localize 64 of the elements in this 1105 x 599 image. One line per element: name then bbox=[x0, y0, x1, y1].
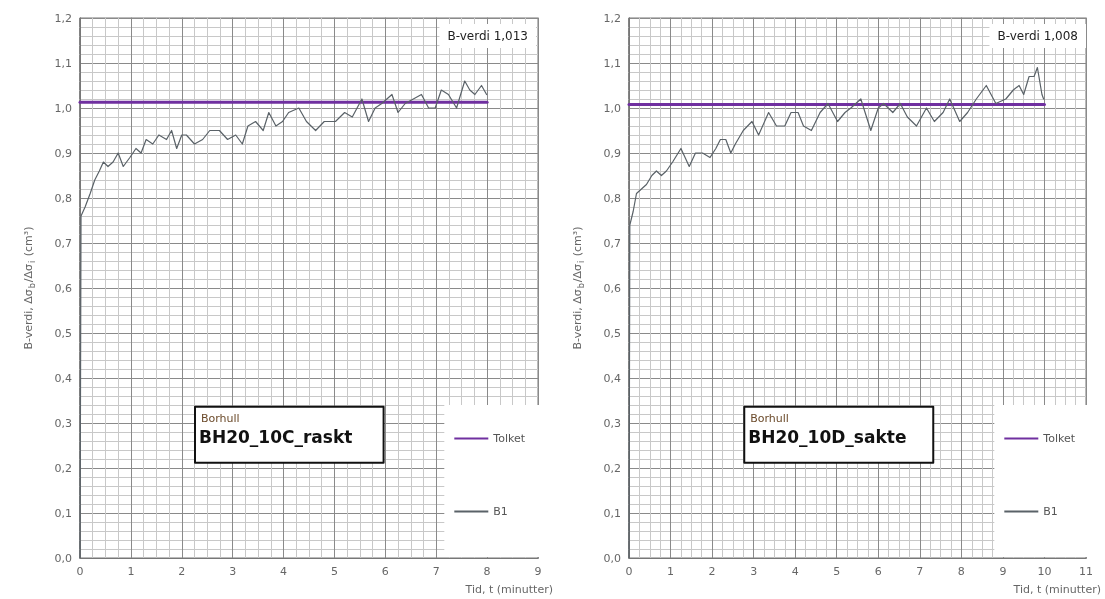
y-tick-label: 0,6 bbox=[54, 281, 72, 295]
y-tick-label: 0,1 bbox=[603, 506, 621, 520]
annotation: Borhull bbox=[750, 411, 789, 425]
x-tick-label: 3 bbox=[750, 565, 758, 578]
y-tick-label: 0,5 bbox=[603, 326, 621, 340]
x-tick-label: 2 bbox=[178, 565, 186, 578]
x-tick-label: 0 bbox=[76, 565, 84, 578]
y-tick-label: 0,0 bbox=[54, 551, 72, 565]
y-tick-label: 0,2 bbox=[54, 461, 72, 475]
x-tick-label: 9 bbox=[999, 565, 1007, 578]
x-tick-label: 2 bbox=[708, 565, 716, 578]
x-tick-label: 7 bbox=[432, 565, 440, 578]
y-tick-label: 1,0 bbox=[603, 101, 621, 115]
x-axis-title: Tid, t (minutter) bbox=[464, 583, 553, 596]
x-tick-label: 5 bbox=[833, 565, 841, 578]
x-tick-label: 1 bbox=[127, 565, 135, 578]
y-tick-label: 0,8 bbox=[54, 191, 72, 205]
x-tick-label: 5 bbox=[330, 565, 338, 578]
y-tick-label: 0,3 bbox=[603, 416, 621, 430]
y-tick-label: 0,8 bbox=[603, 191, 621, 205]
line-series bbox=[79, 80, 488, 559]
y-axis-title: B-verdi, Δσb/Δσi (cm³) bbox=[570, 226, 586, 350]
y-tick-label: 0,9 bbox=[54, 146, 72, 160]
y-tick-label: 0,7 bbox=[54, 236, 72, 250]
x-tick-label: 10 bbox=[1037, 565, 1052, 578]
x-tick-label: 3 bbox=[229, 565, 237, 578]
y-tick-label: 1,2 bbox=[603, 11, 621, 25]
x-tick-label: 11 bbox=[1079, 565, 1093, 578]
legend-label: Tolket bbox=[1042, 432, 1076, 445]
y-tick-label: 1,0 bbox=[54, 101, 72, 115]
y-tick-label: 0,0 bbox=[603, 551, 621, 565]
y-tick-label: 1,2 bbox=[54, 11, 72, 25]
y-tick-label: 0,7 bbox=[603, 236, 621, 250]
x-tick-label: 9 bbox=[534, 565, 542, 578]
x-tick-label: 6 bbox=[381, 565, 389, 578]
annotation: B-verdi 1,013 bbox=[447, 29, 529, 43]
legend-label: Tolket bbox=[492, 432, 526, 445]
annotation: BH20_10D_sakte bbox=[748, 427, 907, 448]
x-tick-label: 7 bbox=[916, 565, 924, 578]
legend-label: B1 bbox=[493, 505, 508, 518]
y-tick-label: 0,4 bbox=[603, 371, 621, 385]
x-tick-label: 8 bbox=[483, 565, 491, 578]
y-tick-label: 0,5 bbox=[54, 326, 72, 340]
annotation: BH20_10C_raskt bbox=[199, 427, 353, 448]
x-tick-label: 8 bbox=[957, 565, 965, 578]
x-tick-label: 0 bbox=[625, 565, 633, 578]
y-axis-title: B-verdi, Δσb/Δσi (cm³) bbox=[21, 226, 37, 350]
y-tick-label: 0,9 bbox=[603, 146, 621, 160]
x-tick-label: 4 bbox=[280, 565, 288, 578]
y-tick-label: 0,2 bbox=[603, 461, 621, 475]
x-tick-label: 1 bbox=[667, 565, 675, 578]
x-tick-label: 6 bbox=[874, 565, 882, 578]
x-tick-label: 4 bbox=[791, 565, 799, 578]
legend-label: B1 bbox=[1043, 505, 1058, 518]
y-tick-label: 0,1 bbox=[54, 506, 72, 520]
annotation: Borhull bbox=[201, 411, 240, 425]
y-tick-label: 0,3 bbox=[54, 416, 72, 430]
y-tick-label: 1,1 bbox=[54, 56, 72, 70]
x-axis-title: Tid, t (minutter) bbox=[1012, 583, 1101, 596]
y-tick-label: 0,4 bbox=[54, 371, 72, 385]
y-tick-label: 1,1 bbox=[603, 56, 621, 70]
annotation: B-verdi 1,008 bbox=[997, 29, 1079, 43]
line-series bbox=[628, 66, 1045, 559]
y-tick-label: 0,6 bbox=[603, 281, 621, 295]
